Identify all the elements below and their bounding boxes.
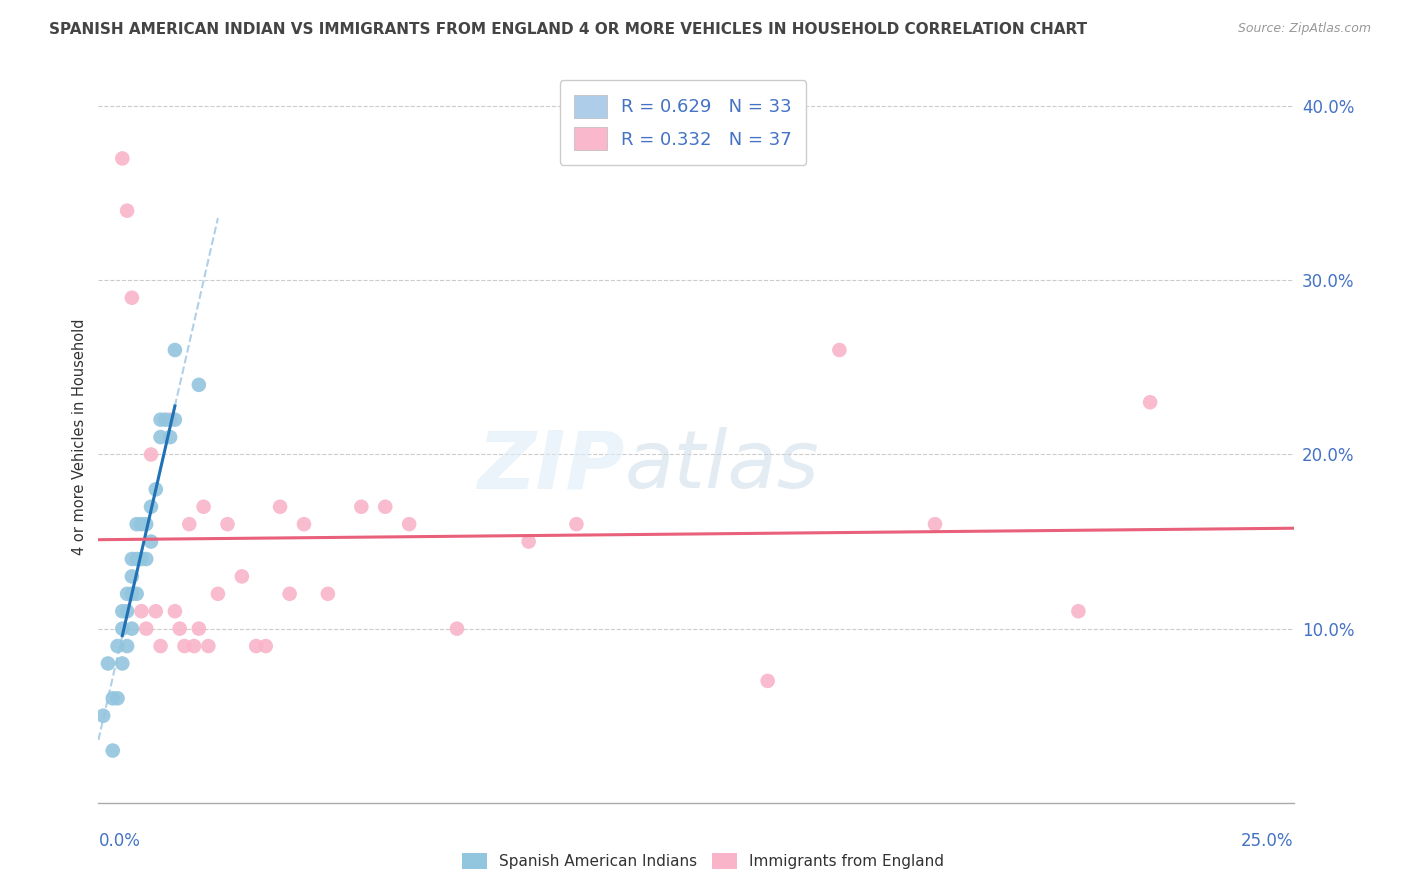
Point	[159, 412, 181, 426]
Point	[111, 152, 134, 166]
Legend: Spanish American Indians, Immigrants from England: Spanish American Indians, Immigrants fro…	[456, 847, 950, 875]
Point	[121, 552, 143, 566]
Point	[115, 639, 138, 653]
Point	[316, 587, 339, 601]
Point	[145, 604, 167, 618]
Point	[197, 639, 219, 653]
Point	[565, 517, 588, 532]
Point	[91, 708, 114, 723]
Point	[924, 517, 946, 532]
Point	[101, 743, 124, 757]
Point	[149, 412, 172, 426]
Point	[398, 517, 420, 532]
Point	[155, 412, 177, 426]
Point	[207, 587, 229, 601]
Point	[350, 500, 373, 514]
Point	[149, 430, 172, 444]
Point	[135, 622, 157, 636]
Point	[131, 552, 153, 566]
Point	[159, 430, 181, 444]
Point	[187, 622, 209, 636]
Text: 0.0%: 0.0%	[98, 832, 141, 850]
Point	[1139, 395, 1161, 409]
Point	[292, 517, 315, 532]
Legend: R = 0.629   N = 33, R = 0.332   N = 37: R = 0.629 N = 33, R = 0.332 N = 37	[560, 80, 807, 165]
Point	[1067, 604, 1090, 618]
Text: SPANISH AMERICAN INDIAN VS IMMIGRANTS FROM ENGLAND 4 OR MORE VEHICLES IN HOUSEHO: SPANISH AMERICAN INDIAN VS IMMIGRANTS FR…	[49, 22, 1087, 37]
Point	[97, 657, 120, 671]
Point	[125, 587, 148, 601]
Point	[107, 639, 129, 653]
Point	[135, 552, 157, 566]
Text: 25.0%: 25.0%	[1241, 832, 1294, 850]
Point	[125, 552, 148, 566]
Point	[101, 691, 124, 706]
Point	[145, 483, 167, 497]
Point	[278, 587, 301, 601]
Point	[179, 517, 201, 532]
Point	[139, 500, 162, 514]
Point	[374, 500, 396, 514]
Point	[125, 517, 148, 532]
Text: atlas: atlas	[624, 427, 820, 506]
Point	[131, 604, 153, 618]
Point	[173, 639, 195, 653]
Point	[139, 534, 162, 549]
Point	[245, 639, 267, 653]
Point	[169, 622, 191, 636]
Point	[163, 343, 186, 357]
Point	[149, 639, 172, 653]
Point	[231, 569, 253, 583]
Point	[163, 604, 186, 618]
Point	[187, 377, 209, 392]
Point	[446, 622, 468, 636]
Point	[111, 604, 134, 618]
Point	[139, 448, 162, 462]
Point	[115, 203, 138, 218]
Point	[131, 517, 153, 532]
Point	[111, 622, 134, 636]
Point	[193, 500, 215, 514]
Point	[121, 587, 143, 601]
Point	[121, 569, 143, 583]
Point	[517, 534, 540, 549]
Point	[107, 691, 129, 706]
Point	[269, 500, 291, 514]
Point	[163, 412, 186, 426]
Point	[121, 622, 143, 636]
Text: ZIP: ZIP	[477, 427, 624, 506]
Point	[217, 517, 239, 532]
Point	[115, 587, 138, 601]
Text: Source: ZipAtlas.com: Source: ZipAtlas.com	[1237, 22, 1371, 36]
Y-axis label: 4 or more Vehicles in Household: 4 or more Vehicles in Household	[72, 318, 87, 556]
Point	[111, 657, 134, 671]
Point	[828, 343, 851, 357]
Point	[121, 291, 143, 305]
Point	[115, 604, 138, 618]
Point	[183, 639, 205, 653]
Point	[254, 639, 277, 653]
Point	[135, 517, 157, 532]
Point	[756, 673, 779, 688]
